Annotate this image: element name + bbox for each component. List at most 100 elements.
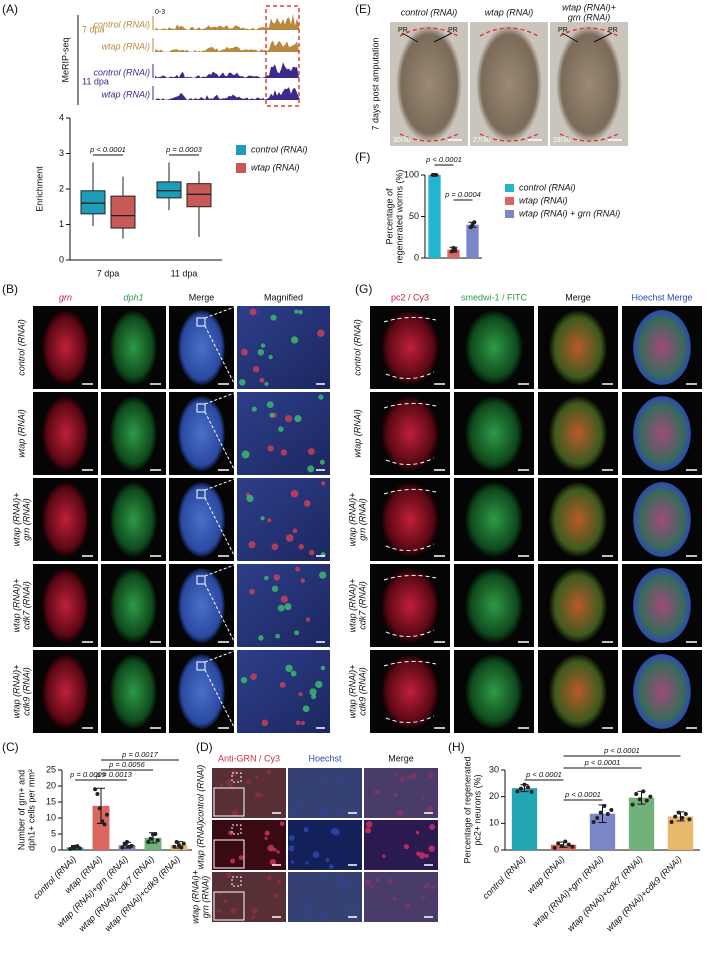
cell — [292, 807, 298, 813]
y-tick-label: 5 — [51, 828, 56, 838]
data-point — [515, 789, 520, 794]
row-label: control (RNAi) — [16, 319, 26, 376]
specimen — [633, 310, 691, 385]
cell — [284, 603, 292, 611]
row-label: wtap (RNAi)+ — [347, 493, 357, 547]
cell — [290, 489, 299, 498]
cell — [249, 588, 255, 595]
data-point — [609, 808, 614, 812]
p-value: p < 0.0001 — [564, 790, 601, 799]
zoom-line — [204, 411, 238, 476]
zoom-line — [204, 669, 238, 734]
y-tick-label: 0 — [59, 254, 64, 264]
box — [80, 190, 106, 215]
inset — [213, 891, 245, 921]
data-point — [630, 802, 635, 807]
zoom-box — [196, 661, 206, 671]
data-point — [644, 798, 649, 803]
specimen — [178, 654, 225, 729]
marker-arrow — [593, 32, 613, 43]
cell — [325, 858, 330, 863]
specimen — [110, 310, 157, 385]
data-point — [680, 816, 685, 820]
data-point — [602, 804, 607, 808]
cell — [288, 845, 295, 852]
marker-label: PR — [608, 27, 618, 34]
cell — [298, 309, 303, 315]
cell — [428, 772, 434, 778]
specimen — [110, 654, 157, 729]
row-label: wtap (RNAi)+ — [11, 665, 21, 719]
zoom-line — [204, 477, 238, 491]
specimen — [110, 396, 157, 471]
specimen — [381, 482, 439, 557]
cell — [382, 854, 386, 858]
cell — [425, 883, 431, 888]
x-tick-label: 11 dpa — [171, 268, 198, 278]
micrograph — [237, 564, 330, 647]
data-point — [591, 820, 596, 824]
side-label: 7 days post amputation — [370, 37, 380, 130]
y-tick-label: 4 — [59, 112, 64, 122]
cell — [301, 783, 307, 789]
data-point — [641, 789, 646, 794]
y-tick-label: 10 — [46, 812, 56, 822]
micrograph — [288, 820, 362, 870]
marker-arrow — [561, 32, 579, 43]
regeneration-line — [559, 133, 619, 142]
zoom-box — [231, 876, 242, 887]
cell — [348, 778, 353, 784]
cell — [374, 789, 380, 795]
zoom-box — [196, 575, 206, 585]
cell — [251, 907, 258, 915]
data-point — [634, 792, 639, 796]
y-tick-label: 100 — [404, 169, 419, 179]
box — [186, 183, 212, 208]
cell — [392, 896, 397, 901]
row-label: control (RNAi) — [195, 765, 205, 822]
bar — [466, 224, 479, 258]
cell — [431, 885, 435, 890]
cell — [250, 673, 257, 680]
boundary-line — [385, 629, 435, 637]
cell — [269, 412, 275, 418]
track-label: wtap (RNAi) — [101, 41, 150, 51]
cell — [309, 688, 317, 696]
micrograph — [237, 478, 330, 561]
coverage-track — [155, 40, 300, 52]
cell — [406, 775, 411, 780]
specimen — [42, 654, 89, 729]
bar — [511, 788, 538, 850]
y-tick-label: 3 — [59, 148, 64, 158]
x-tick-label: wtap (RNAi)+cdk7 (RNAi) — [565, 854, 644, 933]
y-tick-label: 20 — [46, 780, 56, 790]
cell — [294, 415, 302, 423]
zoom-line — [204, 583, 238, 648]
specimen — [465, 310, 523, 385]
micrograph — [364, 820, 438, 870]
marker-arrow — [433, 32, 453, 43]
cell — [251, 406, 257, 412]
marker-label: PR — [448, 27, 458, 34]
cell — [422, 885, 426, 889]
cell — [269, 858, 276, 866]
cell — [280, 449, 288, 456]
row-label: wtap (RNAi)+ — [190, 870, 200, 924]
cell — [260, 516, 265, 521]
legend-label: control (RNAi) — [519, 182, 576, 192]
data-point — [529, 789, 534, 794]
column-header: wtap (RNAi)+ — [562, 2, 616, 12]
box — [110, 195, 136, 229]
specimen — [549, 654, 607, 729]
boundary-line — [385, 457, 435, 465]
count-label: 30/30 — [393, 137, 411, 144]
cell — [279, 821, 285, 827]
cell — [230, 858, 236, 864]
legend-swatch — [505, 197, 514, 205]
x-tick-label: control (RNAi) — [481, 854, 528, 901]
data-point — [77, 846, 82, 851]
cell — [294, 630, 300, 636]
data-point — [648, 794, 653, 799]
cell — [273, 574, 280, 581]
specimen — [42, 310, 89, 385]
